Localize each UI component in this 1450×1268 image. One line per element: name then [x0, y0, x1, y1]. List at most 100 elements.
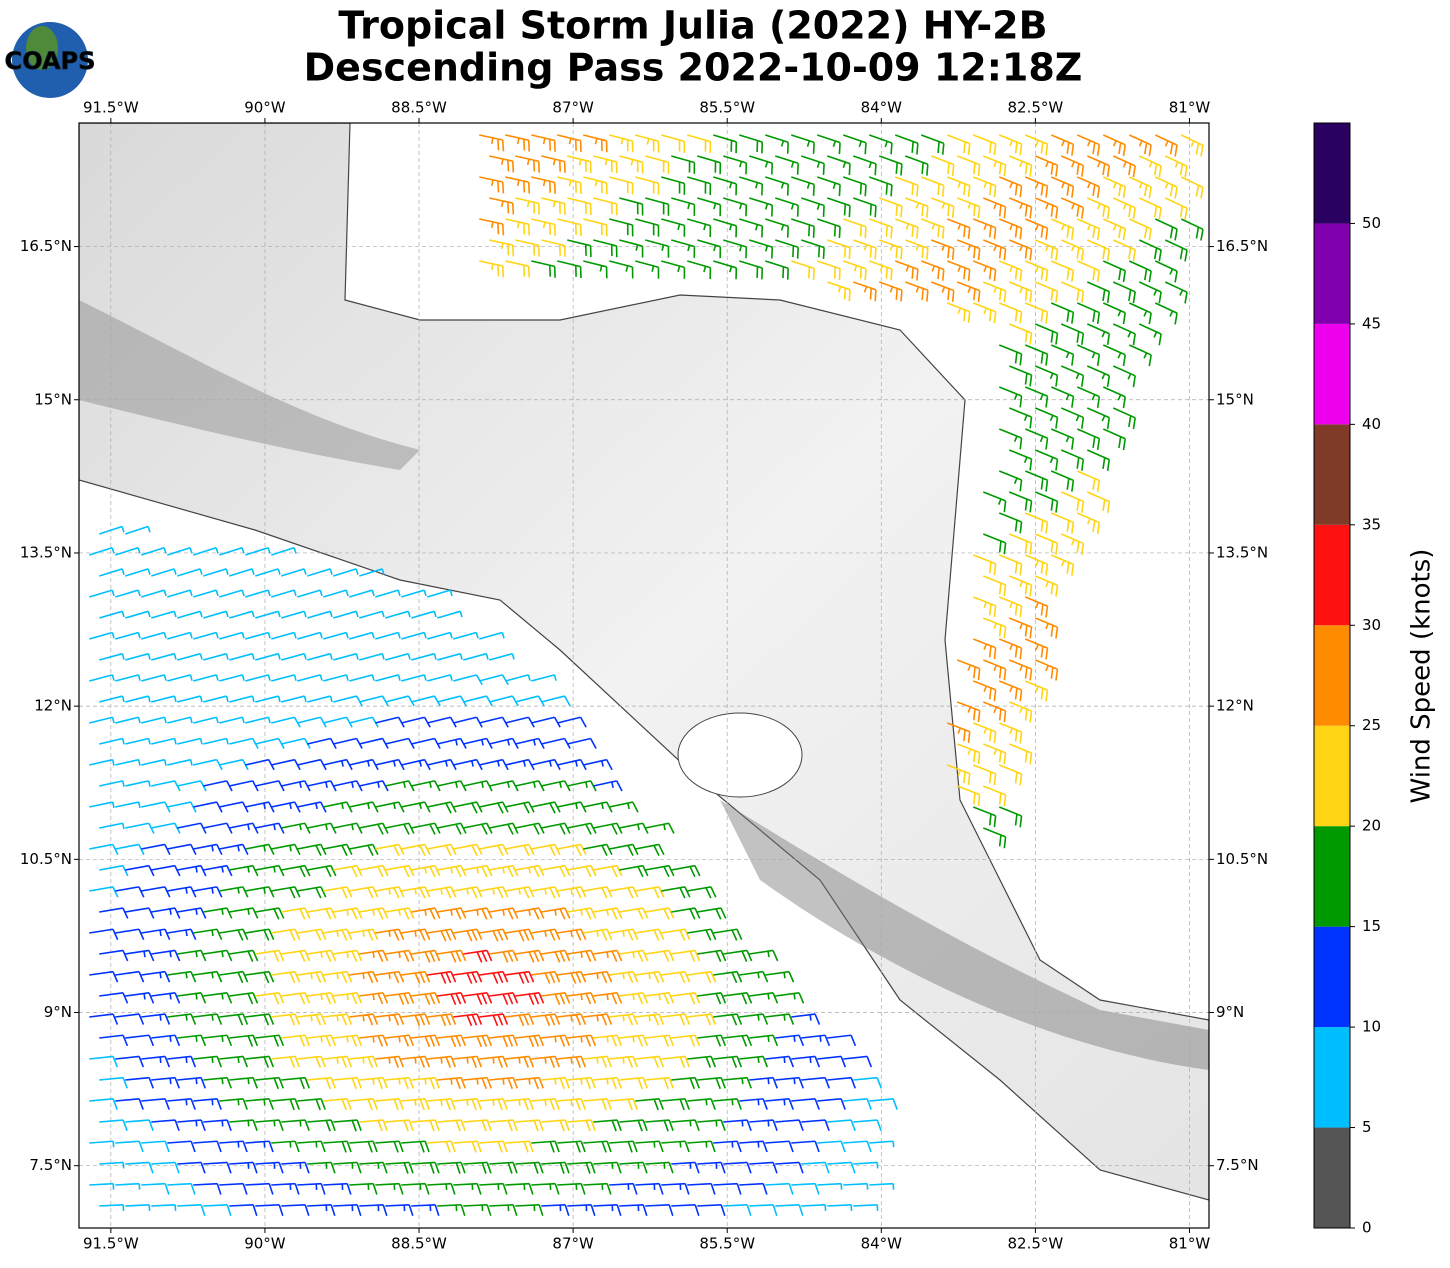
wind-barb	[775, 1161, 804, 1174]
wind-barb	[1076, 386, 1101, 408]
wind-barb	[956, 659, 981, 681]
wind-barb	[167, 970, 197, 983]
wind-barb	[281, 949, 311, 962]
wind-barb	[401, 1098, 430, 1111]
wind-barb	[245, 1013, 275, 1026]
wind-barb	[505, 928, 535, 942]
x-tick-label: 85.5°W	[699, 99, 755, 117]
wind-barb	[645, 239, 670, 258]
wind-barb	[687, 970, 717, 984]
wind-barb	[645, 949, 675, 962]
wind-barb	[229, 1161, 258, 1174]
wind-barb	[1076, 428, 1101, 450]
wind-barb	[998, 218, 1023, 240]
wind-barb	[427, 674, 453, 682]
wind-barb	[1034, 491, 1059, 513]
wind-barb	[307, 568, 333, 577]
wind-barb	[609, 1140, 638, 1153]
wind-barb	[307, 652, 333, 661]
wind-barb	[635, 970, 665, 984]
wind-barb	[671, 949, 701, 962]
wind-barb	[125, 737, 151, 745]
y-tick-label: 10.5°N	[1216, 850, 1268, 868]
wind-barb	[271, 631, 297, 640]
wind-barb	[671, 197, 696, 216]
wind-barb	[541, 155, 566, 173]
wind-barb	[593, 1161, 622, 1174]
wind-barb	[739, 1055, 769, 1068]
wind-barb	[219, 716, 245, 724]
wind-barb	[972, 680, 997, 702]
wind-barb	[1008, 491, 1033, 513]
wind-barb	[281, 1034, 311, 1047]
wind-barb	[151, 949, 181, 962]
wind-barb	[557, 218, 582, 237]
wind-barb	[463, 949, 493, 963]
wind-barb	[687, 1182, 716, 1195]
wind-barb	[245, 928, 275, 941]
wind-barb	[453, 886, 483, 899]
wind-barb	[515, 197, 541, 215]
wind-barb	[1086, 323, 1111, 346]
wind-barb	[349, 674, 375, 682]
wind-barb	[1060, 365, 1085, 387]
wind-barb	[281, 1119, 310, 1132]
wind-barb	[972, 764, 997, 786]
wind-barb	[219, 928, 249, 941]
wind-barb	[972, 638, 997, 660]
wind-barb	[115, 758, 141, 766]
wind-barb	[177, 864, 207, 877]
wind-barb	[853, 1119, 882, 1132]
wind-barb	[619, 992, 649, 1005]
wind-barb	[375, 1182, 404, 1195]
wind-barb	[531, 843, 561, 856]
wind-barb	[385, 695, 415, 707]
wind-barb	[437, 695, 467, 707]
wind-barb	[713, 1013, 743, 1026]
wind-barb	[827, 1119, 856, 1132]
x-tick-label: 90°W	[244, 1235, 286, 1253]
wind-barb	[1164, 239, 1188, 262]
wind-barb	[1102, 134, 1127, 157]
wind-barb	[255, 1119, 284, 1132]
wind-barb	[749, 155, 774, 175]
wind-barb	[333, 1034, 363, 1047]
wind-barb	[1008, 239, 1033, 261]
wind-barb	[982, 659, 1007, 681]
wind-barb	[1024, 554, 1049, 576]
wind-barb	[827, 1076, 856, 1089]
wind-barb	[125, 610, 151, 619]
wind-barb	[1024, 386, 1049, 408]
wind-barb	[359, 695, 389, 707]
wind-barb	[323, 886, 353, 899]
wind-barb	[115, 928, 145, 940]
wind-barb	[349, 631, 375, 640]
wind-barb	[869, 1182, 895, 1190]
wind-barb	[255, 568, 281, 577]
wind-barb	[307, 695, 333, 703]
wind-barb	[982, 239, 1007, 261]
wind-barb	[411, 907, 441, 920]
wind-barb	[619, 1034, 649, 1047]
wind-barb	[1138, 323, 1162, 346]
wind-barb	[775, 155, 799, 175]
wind-barb	[567, 737, 597, 749]
wind-barb	[531, 674, 557, 682]
wind-barb	[1128, 260, 1152, 283]
colorbar-tick-label: 5	[1362, 1118, 1372, 1136]
wind-barb	[115, 716, 141, 724]
wind-barb	[167, 631, 193, 640]
wind-barb	[323, 1182, 352, 1195]
wind-barb	[843, 1182, 869, 1190]
wind-barb	[583, 928, 613, 941]
wind-barb	[271, 546, 297, 556]
wind-barb	[1112, 365, 1136, 388]
wind-barb	[1050, 386, 1075, 408]
wind-barb	[583, 1055, 613, 1068]
wind-barb	[687, 1055, 717, 1068]
wind-barb	[661, 1182, 690, 1195]
wind-barb	[1034, 449, 1059, 471]
wind-barb	[1102, 302, 1127, 325]
wind-barb	[749, 1161, 778, 1174]
wind-barb	[323, 589, 349, 598]
